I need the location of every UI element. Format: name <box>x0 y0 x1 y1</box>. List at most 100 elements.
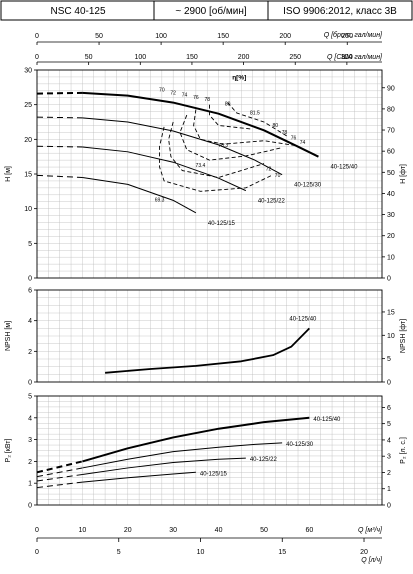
y-tick-label: 2 <box>28 459 32 466</box>
efficiency-isoline <box>159 126 274 192</box>
efficiency-value-label: 74 <box>182 92 188 98</box>
y-right-tick-label: 90 <box>387 85 395 92</box>
top-us-tick-label: 300 <box>341 54 353 61</box>
header-standard: ISO 9906:2012, класс 3B <box>283 6 397 17</box>
bottom-ls-tick-label: 10 <box>197 549 205 556</box>
efficiency-isoline <box>193 109 296 147</box>
panel-frame <box>36 289 383 383</box>
y-right-tick-label: 50 <box>387 170 395 177</box>
series-line-40-125/30 <box>82 442 283 469</box>
efficiency-isoline <box>209 104 251 130</box>
header-speed: ~ 2900 [об/мин] <box>175 5 246 17</box>
y-right-tick-label: 4 <box>387 437 391 444</box>
series-label: 40-125/30 <box>286 442 314 448</box>
efficiency-value-label: 76 <box>291 135 297 141</box>
y-right-axis-label: P₂ [л. с.] <box>400 437 407 464</box>
y-tick-label: 15 <box>24 172 32 179</box>
y-right-tick-label: 15 <box>387 309 395 316</box>
series-line-40-125/30 <box>82 117 283 176</box>
top-us-tick-label: 100 <box>134 54 146 61</box>
bottom-m3h-tick-label: 40 <box>215 527 223 534</box>
head-panel: 0 5 10 15 20 25 30 0 10 20 30 40 50 60 70 80 90 H [м] H [ф… <box>5 68 407 283</box>
series-label: 40-125/40 <box>289 316 317 322</box>
top-us-tick-label: 250 <box>289 54 301 61</box>
y-tick-label: 1 <box>28 481 32 488</box>
y-tick-label: 3 <box>28 437 32 444</box>
y-right-tick-label: 30 <box>387 212 395 219</box>
top-us-tick-label: 50 <box>85 54 93 61</box>
y-right-tick-label: 1 <box>387 486 391 493</box>
y-right-tick-label: 0 <box>387 503 391 510</box>
series-dashed-40-125/15 <box>36 481 83 489</box>
series-label: 40-125/30 <box>294 183 322 189</box>
y-right-tick-label: 40 <box>387 191 395 198</box>
y-tick-label: 20 <box>24 137 32 144</box>
top-imp-tick-label: 150 <box>217 33 229 40</box>
efficiency-value-label: 72 <box>266 167 272 173</box>
y-right-tick-label: 0 <box>387 276 391 283</box>
top-imp-tick-label: 50 <box>95 33 103 40</box>
y-right-tick-label: 70 <box>387 128 395 135</box>
efficiency-value-label: 80 <box>273 123 279 129</box>
y-right-tick-label: 6 <box>387 405 391 412</box>
efficiency-value-label: 69.3 <box>155 198 165 204</box>
bottom-m3h-tick-label: 20 <box>124 527 132 534</box>
top-axes: Q [брит. гал/мин] Q [США гал/мин] 0 50 100… <box>35 31 383 65</box>
y-tick-label: 0 <box>28 503 32 510</box>
bottom-ls-tick-label: 5 <box>117 549 121 556</box>
efficiency-value-label: 78 <box>204 97 210 103</box>
series-line-40-125/22 <box>82 146 247 192</box>
series-label: 40-125/22 <box>258 199 286 205</box>
y-tick-label: 25 <box>24 102 32 109</box>
y-axis-label: H [м] <box>5 166 12 182</box>
bottom-axes: Q [м³/ч] Q [л/ч] 0 10 20 30 40 50 60 0 5 10 15 20 <box>35 527 383 564</box>
efficiency-value-label: 74 <box>300 140 306 146</box>
series-dashed-40-125/40 <box>36 460 83 474</box>
series-dashed-40-125/40 <box>36 91 83 95</box>
series-dashed-40-125/30 <box>36 116 83 119</box>
bottom-ls-tick-label: 15 <box>278 549 286 556</box>
efficiency-value-label: 70 <box>159 87 165 93</box>
y-right-tick-label: 2 <box>387 470 391 477</box>
efficiency-value-label: 72 <box>170 90 176 96</box>
top-us-tick-label: 150 <box>186 54 198 61</box>
y-right-tick-label: 10 <box>387 333 395 340</box>
efficiency-value-label: 78.3 <box>218 143 228 149</box>
power-panel: 0 1 2 3 4 5 0 1 2 3 4 5 6 P₂ [кВт] P₂ [л. с.] 40-125/40… <box>5 394 407 510</box>
top-axis-us-label: Q [США гал/мин] <box>327 54 383 61</box>
series-line-40-125/40 <box>105 327 311 374</box>
panel-frame <box>36 395 383 506</box>
y-right-tick-label: 60 <box>387 149 395 156</box>
y-tick-label: 10 <box>24 206 32 213</box>
y-right-tick-label: 0 <box>387 380 391 387</box>
series-label: 40-125/22 <box>250 457 278 463</box>
series-line-40-125/40 <box>82 416 310 463</box>
y-tick-label: 6 <box>28 288 32 295</box>
y-right-tick-label: 5 <box>387 356 391 363</box>
series-label: 40-125/15 <box>208 221 236 227</box>
bottom-m3h-tick-label: 0 <box>35 527 39 534</box>
efficiency-isoline <box>179 114 283 161</box>
y-axis-label: P₂ [кВт] <box>5 438 12 462</box>
bottom-m3h-tick-label: 30 <box>169 527 177 534</box>
y-right-tick-label: 3 <box>387 454 391 461</box>
efficiency-value-label: 73.4 <box>196 163 206 169</box>
efficiency-value-label: 70 <box>275 173 281 179</box>
efficiency-isolines: η[%]70 72 74 76 788081.58078767478.373.47270… <box>155 75 306 204</box>
top-imp-tick-label: 100 <box>155 33 167 40</box>
efficiency-isoline <box>168 121 265 178</box>
y-right-axis-label: H [фт] <box>400 164 407 184</box>
bottom-ls-tick-label: 0 <box>35 549 39 556</box>
y-tick-label: 2 <box>28 349 32 356</box>
top-us-tick-label: 0 <box>35 54 39 61</box>
y-right-tick-label: 80 <box>387 106 395 113</box>
series-line-40-125/15 <box>82 471 196 483</box>
top-imp-tick-label: 0 <box>35 33 39 40</box>
y-tick-label: 4 <box>28 415 32 422</box>
y-tick-label: 5 <box>28 394 32 401</box>
series-line-40-125/22 <box>82 457 246 475</box>
y-tick-label: 0 <box>28 276 32 283</box>
top-imp-tick-label: 200 <box>279 33 291 40</box>
